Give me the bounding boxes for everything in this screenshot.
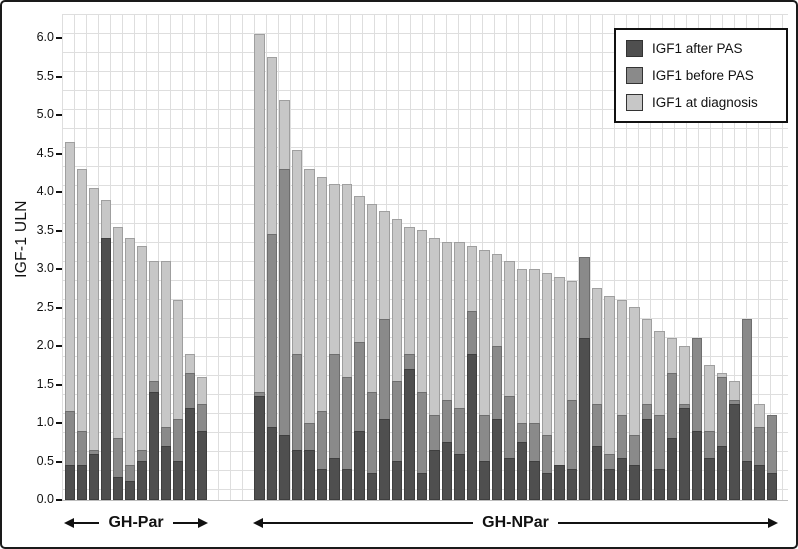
bar-after [416,473,427,500]
bar-after [279,435,290,500]
y-tick-label: 1.0 [36,415,54,429]
bar-after [541,473,552,500]
legend-label-after-pas: IGF1 after PAS [652,41,743,56]
arrow-left-icon [253,518,263,528]
bar-after [454,454,465,500]
legend-swatch-at-diagnosis [626,94,643,111]
bar-after [616,458,627,500]
y-tick-label: 1.5 [36,376,54,391]
bar-after [654,469,665,500]
bar-after [441,442,452,500]
legend-label-at-diagnosis: IGF1 at diagnosis [652,95,758,110]
bar-after [197,431,207,500]
bar-after [161,446,171,500]
bar-after [341,469,352,500]
bar-after [304,450,315,500]
arrow-line [74,522,100,524]
bar-after [591,446,602,500]
bar-after [173,461,183,500]
bar-after [379,419,390,500]
bar-after [516,442,527,500]
bar-after [754,465,765,500]
bar-after [554,465,565,500]
legend-item-at-diagnosis: IGF1 at diagnosis [626,94,776,111]
legend-swatch-before-pas [626,67,643,84]
bar-after [65,465,75,500]
bar-after [641,419,652,500]
bar-after [113,477,123,500]
legend-item-after-pas: IGF1 after PAS [626,40,776,57]
legend: IGF1 after PAS IGF1 before PAS IGF1 at d… [614,28,788,123]
bar-after [329,458,340,500]
y-axis-title: IGF-1 ULN [13,200,30,278]
group-label-gh-npar: GH-NPar [482,514,549,531]
bar-after [316,469,327,500]
bar-after [666,438,677,500]
bar-after [766,473,777,500]
bar-after [149,392,159,500]
group-label-gh-par: GH-Par [108,514,164,531]
bar-after [185,408,195,500]
bar-after [466,354,477,500]
bar-after [691,431,702,500]
bar-after [429,450,440,500]
bar-after [566,469,577,500]
bar-after [125,481,135,500]
bar-after [479,461,490,500]
arrow-right-icon [768,518,778,528]
arrow-left-icon [64,518,74,528]
y-tick-label: 0.5 [36,453,54,468]
legend-label-before-pas: IGF1 before PAS [652,68,754,83]
bar-after [529,461,540,500]
bar-after [629,465,640,500]
bar-after [679,408,690,500]
y-tick-label: 5.0 [36,107,54,121]
bar-after [391,461,402,500]
y-tick-label: 0.0 [36,492,54,506]
bar-after [404,369,415,500]
legend-item-before-pas: IGF1 before PAS [626,67,776,84]
bar-after [729,404,740,500]
arrow-line [172,522,198,524]
arrow-line [557,522,768,524]
bar-after [704,458,715,500]
bar-after [291,450,302,500]
bar-after [101,238,111,500]
arrow-line [263,522,474,524]
y-tick-label: 5.5 [36,68,54,83]
bar-after [266,427,277,500]
bar-after [604,469,615,500]
bar-after [254,396,265,500]
bar-after [741,461,752,500]
legend-swatch-after-pas [626,40,643,57]
bar-after [366,473,377,500]
y-tick-label: 6.0 [36,30,54,44]
bar-after [716,446,727,500]
bar-after [579,338,590,500]
bar-after [89,454,99,500]
bar-after [354,431,365,500]
y-tick-label: 2.0 [36,338,54,352]
bar-after [77,465,87,500]
group-axis-gh-npar: GH-NPar [253,511,778,535]
bar-after [491,419,502,500]
bar-after [137,461,147,500]
bar-diagnosis [125,238,135,500]
group-axis-gh-par: GH-Par [64,511,208,535]
bar-after [504,458,515,500]
arrow-right-icon [198,518,208,528]
